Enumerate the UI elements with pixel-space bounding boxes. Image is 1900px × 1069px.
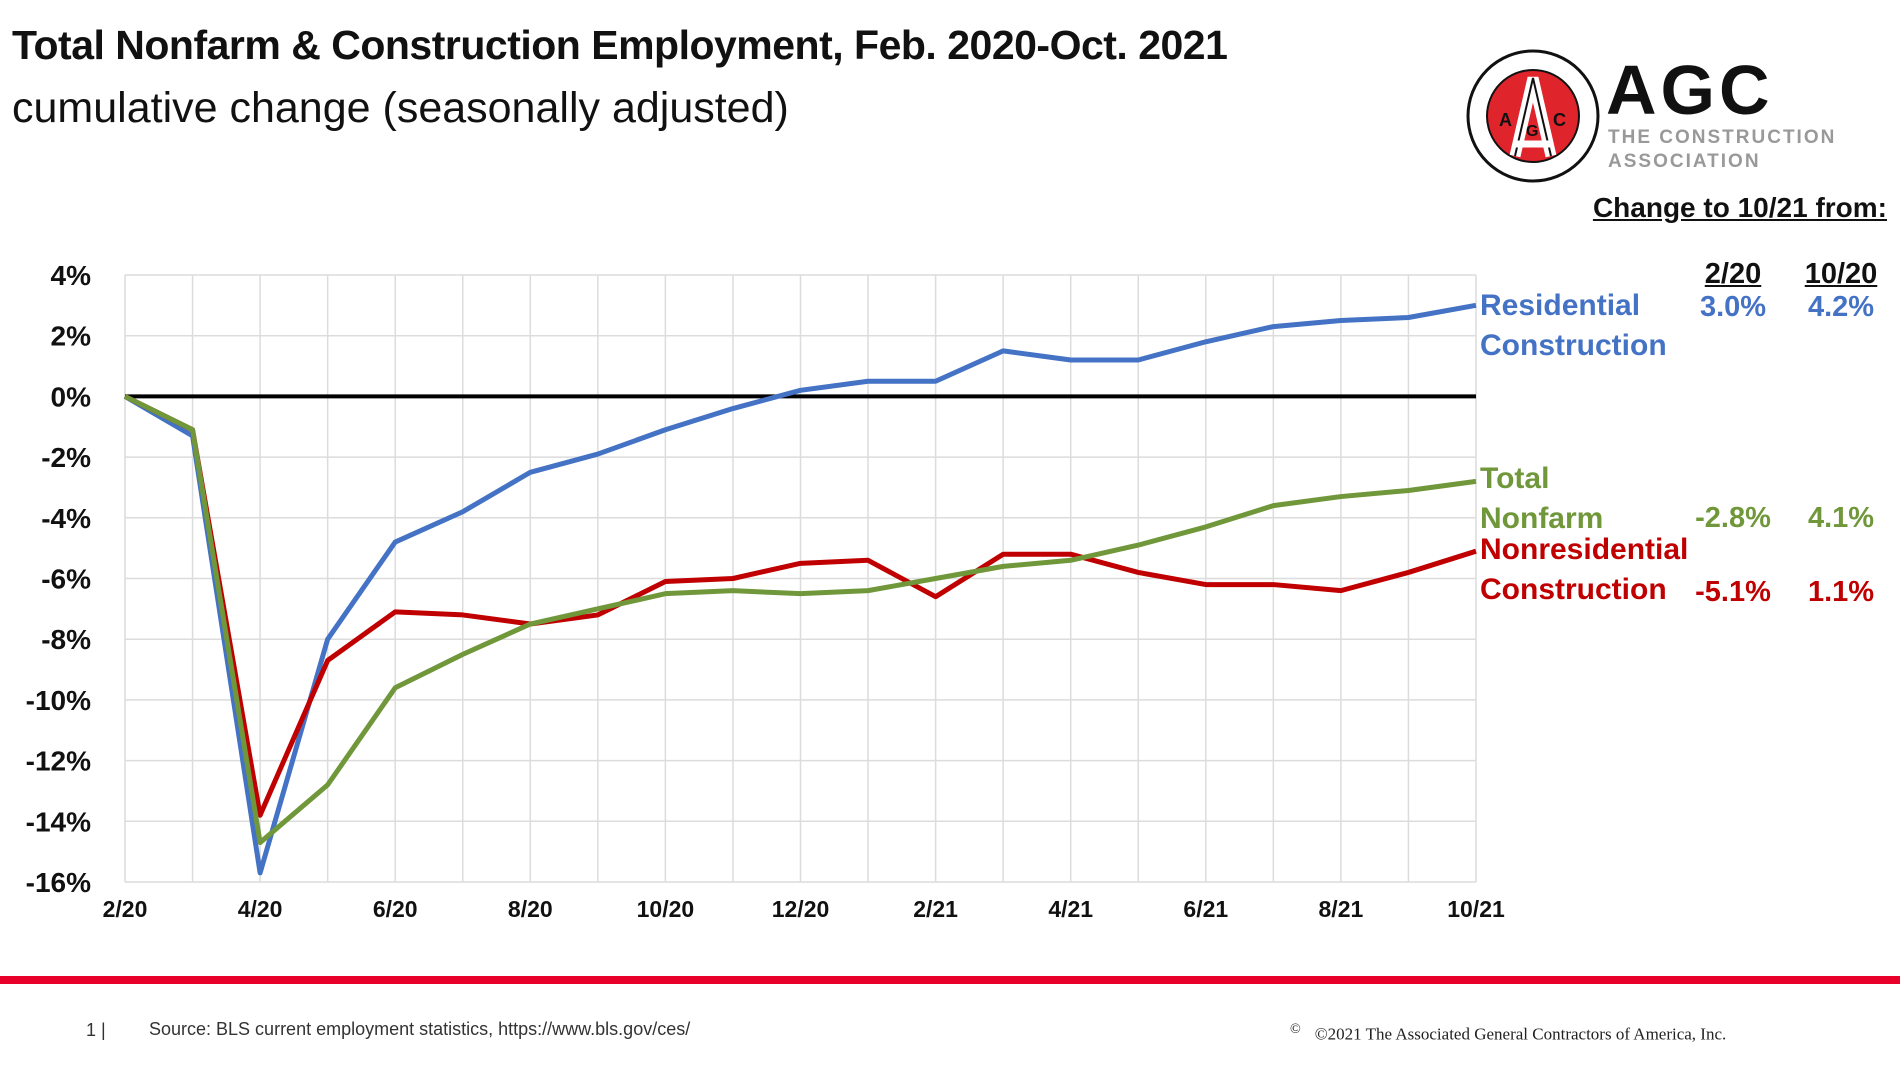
summary-value: -2.8%: [1695, 502, 1771, 534]
y-tick-label: -6%: [41, 564, 91, 595]
series-label-nonresidential: Nonresidential: [1480, 533, 1689, 566]
copyright-text: ©2021 The Associated General Contractors…: [1314, 1024, 1727, 1044]
svg-text:A: A: [1499, 110, 1512, 130]
y-tick-label: -10%: [26, 685, 91, 716]
footer-divider: [0, 976, 1900, 984]
agc-seal-logo: A C G: [1466, 49, 1600, 183]
summary-value: -5.1%: [1695, 576, 1771, 608]
summary-value: 4.1%: [1807, 502, 1875, 534]
copyright-symbol: ©: [1290, 1021, 1301, 1037]
x-tick-label: 6/21: [1183, 896, 1228, 922]
copyright: © ©2021 The Associated General Contractor…: [1290, 1021, 1726, 1045]
line-chart: 4% 2% 0% -2% -4% -6% -8% -10% -12% -14% -16% 2/20 4/…: [26, 260, 1505, 922]
series-label-total-nonfarm: Nonfarm: [1480, 502, 1604, 535]
summary-value: 3.0%: [1699, 291, 1767, 323]
series-label-nonresidential: Construction: [1480, 573, 1667, 606]
y-tick-label: -4%: [41, 503, 91, 534]
summary-col-header: 10/20: [1804, 258, 1878, 290]
x-tick-label: 8/20: [508, 896, 553, 922]
y-tick-label: 4%: [51, 260, 92, 291]
x-tick-label: 12/20: [772, 896, 830, 922]
page-number: 1 |: [86, 1020, 106, 1040]
y-tick-label: 0%: [51, 381, 92, 412]
series-label-residential: Construction: [1480, 329, 1667, 362]
source-note: Source: BLS current employment statistic…: [149, 1019, 691, 1039]
y-tick-label: -12%: [26, 746, 91, 777]
y-tick-label: 2%: [51, 321, 92, 352]
logo-tagline-1: THE CONSTRUCTION: [1608, 127, 1837, 148]
x-tick-label: 10/21: [1447, 896, 1505, 922]
x-tick-label: 2/21: [913, 896, 958, 922]
chart-subtitle: cumulative change (seasonally adjusted): [12, 84, 789, 132]
y-tick-label: -16%: [26, 867, 91, 898]
x-tick-label: 4/20: [238, 896, 283, 922]
svg-text:C: C: [1553, 110, 1566, 130]
summary-col-header: 2/20: [1704, 258, 1762, 290]
x-tick-label: 4/21: [1048, 896, 1093, 922]
summary-value: 1.1%: [1807, 576, 1875, 608]
logo-tagline-2: ASSOCIATION: [1608, 151, 1761, 172]
x-tick-label: 6/20: [373, 896, 418, 922]
agc-wordmark: AGC: [1606, 51, 1774, 129]
y-tick-label: -8%: [41, 624, 91, 655]
series-line-nonresidential-construction: [123, 394, 1477, 818]
svg-text:G: G: [1526, 123, 1538, 140]
series-line-residential-construction: [123, 302, 1477, 876]
chart-title: Total Nonfarm & Construction Employment,…: [12, 22, 1228, 68]
summary-heading: Change to 10/21 from:: [1592, 192, 1887, 223]
x-tick-label: 10/20: [637, 896, 695, 922]
series-line-total-nonfarm: [123, 394, 1477, 846]
series-label-residential: Residential: [1480, 289, 1641, 322]
y-tick-label: -14%: [26, 806, 91, 837]
series-label-total-nonfarm: Total: [1480, 462, 1550, 495]
summary-value: 4.2%: [1807, 291, 1875, 323]
x-tick-label: 2/20: [103, 896, 148, 922]
y-tick-label: -2%: [41, 442, 91, 473]
x-tick-label: 8/21: [1319, 896, 1364, 922]
